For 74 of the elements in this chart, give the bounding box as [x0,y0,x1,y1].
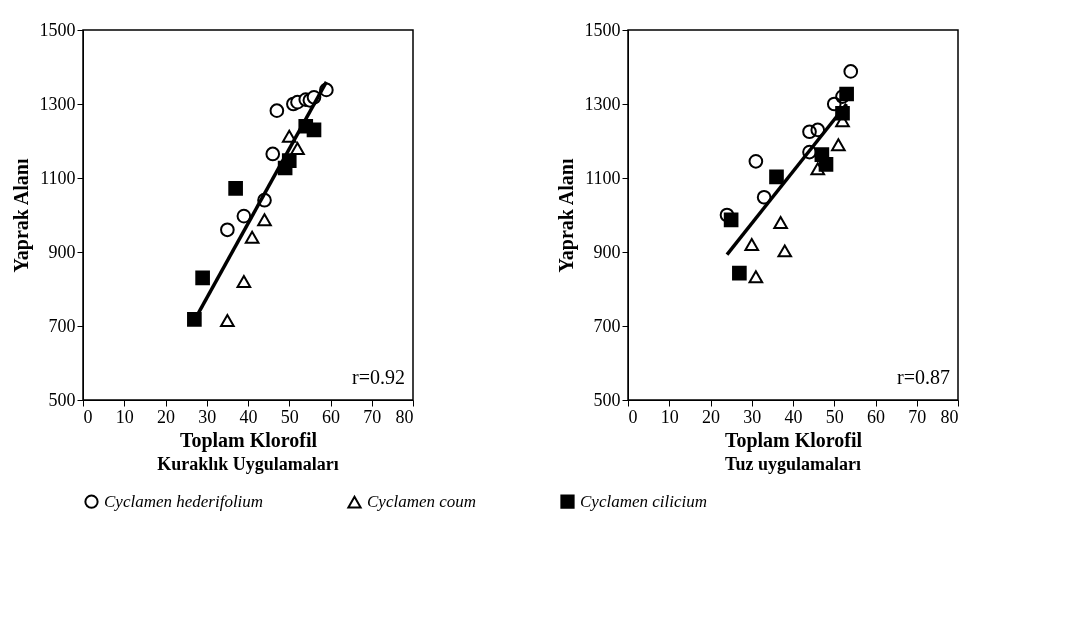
y-tick-label: 900 [593,241,621,262]
point [236,275,252,289]
point [195,270,210,286]
x-tick-label: 30 [198,406,217,427]
point [810,162,826,176]
point [818,156,834,172]
point [290,141,305,155]
x-tick-label: 0 [83,406,93,427]
point [236,208,252,224]
point [732,265,747,281]
point [802,124,817,140]
y-tick-label: 500 [48,389,76,410]
point [756,189,772,205]
point [748,270,764,284]
point [244,230,260,244]
x-axis-title: Toplam Klorofil [179,428,318,452]
y-axis-title: Yaprak Alanı [554,158,578,273]
x-tick-label: 60 [322,406,340,427]
point [802,144,817,160]
x-tick-label: 70 [363,406,382,427]
point [265,146,281,162]
x-axis-title: Toplam Klorofil [724,428,863,452]
point [773,215,788,229]
point [769,169,784,185]
x-tick-label: 10 [115,406,134,427]
annotation: r=0.87 [897,366,950,388]
y-tick-label: 700 [593,315,621,336]
point [228,181,243,196]
point [777,244,793,258]
x-tick-label: 80 [940,406,959,427]
y-tick-label: 1300 [584,93,621,114]
legend-label: Cyclamen coum [367,492,477,512]
x-tick-label: 50 [825,406,844,427]
y-tick-label: 1100 [40,167,76,188]
x-tick-label: 50 [280,406,299,427]
x-tick-label: 80 [395,406,414,427]
annotation: r=0.92 [352,366,405,388]
point [187,312,202,327]
y-tick-label: 500 [593,389,621,410]
text: Tuz uygulamaları [725,454,861,474]
y-tick-label: 900 [48,241,76,262]
point [744,238,760,252]
point [220,313,235,327]
x-tick-label: 0 [628,406,638,427]
point [257,213,272,227]
x-tick-label: 40 [784,406,803,427]
point [269,103,285,118]
point [810,122,826,138]
point [281,153,297,168]
point [220,222,235,238]
legend-label: Cyclamen cilicium [580,491,707,511]
x-tick-label: 10 [660,406,679,427]
x-tick-label: 20 [157,406,175,427]
y-tick-label: 1300 [39,93,76,114]
point [843,64,859,79]
x-tick-label: 70 [908,406,927,427]
point [826,96,842,112]
y-tick-label: 1100 [585,167,621,188]
text: Kuraklık Uygulamaları [157,454,339,474]
y-axis-title: Yaprak Alanı [9,158,33,273]
y-tick-label: 1500 [39,19,76,40]
point [831,138,846,152]
point [748,154,764,169]
x-tick-label: 30 [743,406,762,427]
point [723,212,739,228]
legend-label: Cyclamen hederifolium [104,491,264,511]
point [719,207,735,223]
point [839,86,854,102]
y-tick-label: 700 [48,315,76,336]
x-tick-label: 60 [867,406,885,427]
y-tick-label: 1500 [584,19,621,40]
x-tick-label: 20 [702,406,720,427]
point [306,122,322,138]
x-tick-label: 40 [239,406,258,427]
